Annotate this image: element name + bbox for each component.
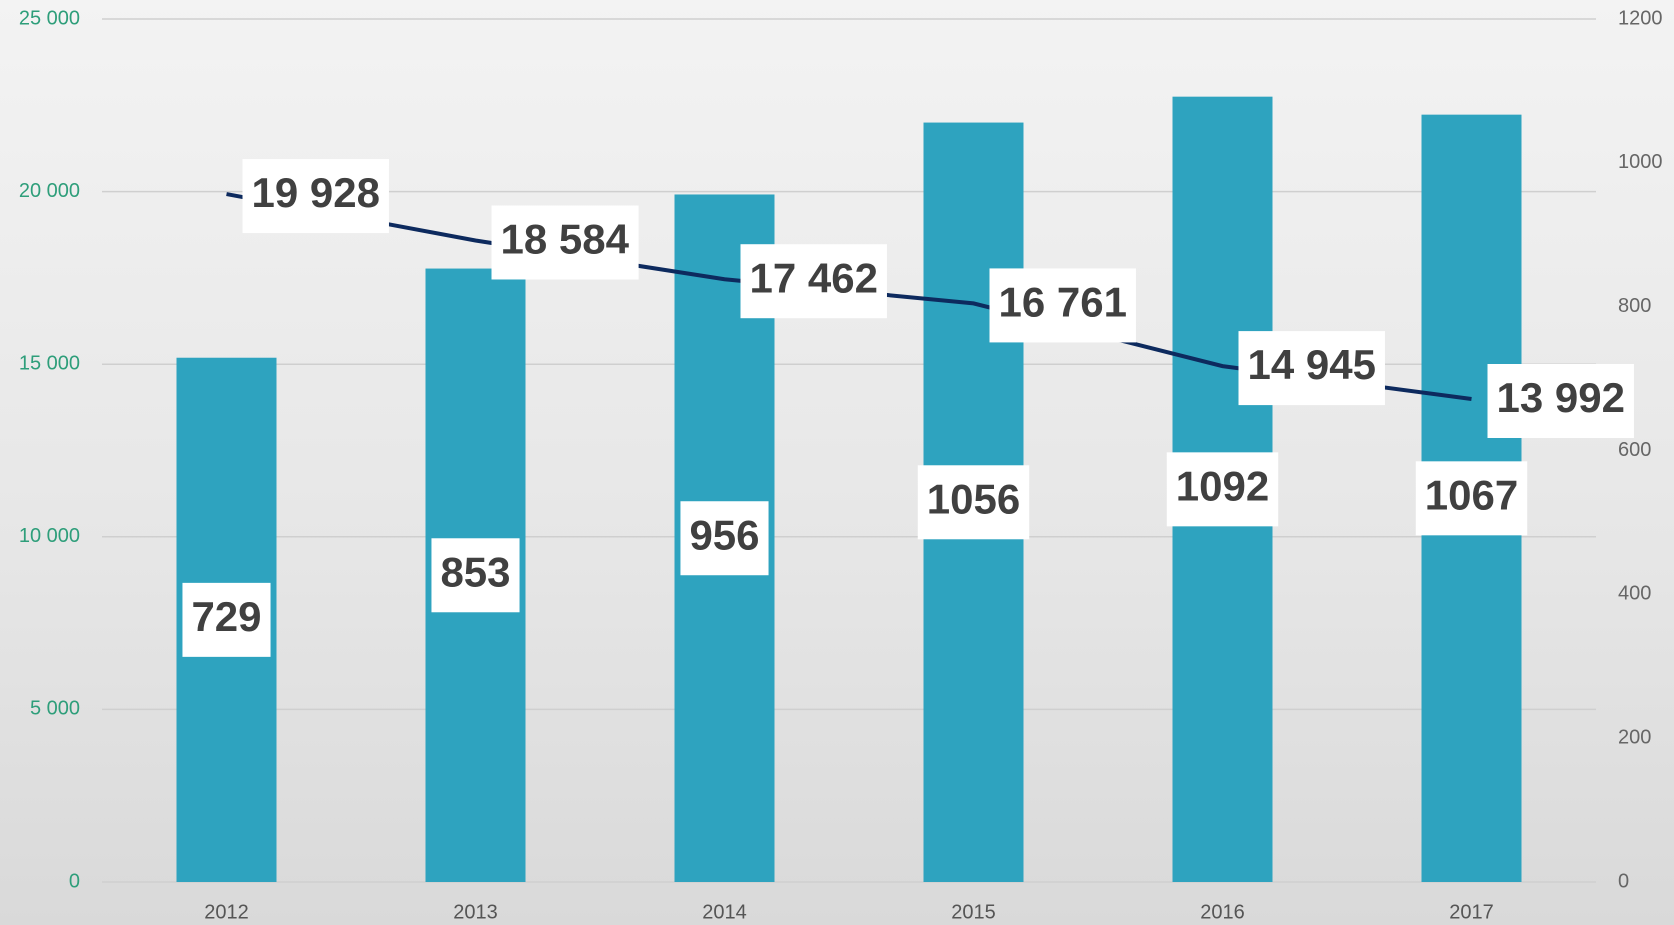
y2-tick-label: 0 [1618, 870, 1629, 892]
bar-value-label: 1067 [1425, 471, 1518, 518]
bar-value-label-group: 1067 [1416, 461, 1527, 535]
y2-tick-label: 1000 [1618, 151, 1663, 173]
y-tick-label: 25 000 [19, 7, 80, 29]
line-value-label: 18 584 [501, 216, 630, 263]
y-tick-label: 0 [69, 870, 80, 892]
x-tick-label: 2013 [453, 901, 498, 923]
line-value-label: 17 462 [750, 254, 878, 301]
y2-tick-label: 600 [1618, 439, 1651, 461]
line-value-label: 13 992 [1497, 374, 1625, 421]
y2-tick-label: 400 [1618, 583, 1651, 605]
y-tick-label: 20 000 [19, 180, 80, 202]
bar-value-label: 956 [689, 511, 759, 558]
x-tick-label: 2015 [951, 901, 996, 923]
line-value-label: 19 928 [252, 169, 380, 216]
bar-value-label-group: 853 [431, 538, 519, 612]
bar-value-label: 1092 [1176, 462, 1269, 509]
line-value-label-group: 13 992 [1488, 364, 1634, 438]
line-value-label: 16 761 [999, 279, 1127, 326]
x-tick-label: 2017 [1449, 901, 1494, 923]
line-value-label-group: 14 945 [1239, 331, 1385, 405]
line-value-label-group: 17 462 [741, 244, 887, 318]
bar-value-label: 1056 [927, 475, 1020, 522]
line-value-label-group: 18 584 [492, 205, 639, 279]
chart: 0 5 000 10 000 15 000 20 000 25 000 0 200 400 600… [0, 0, 1674, 925]
y2-tick-label: 800 [1618, 295, 1651, 317]
y2-tick-label: 200 [1618, 726, 1651, 748]
bar-value-label-group: 1056 [918, 465, 1029, 539]
y-tick-label: 5 000 [30, 698, 80, 720]
y2-tick-label: 1200 [1618, 7, 1663, 29]
y-tick-label: 10 000 [19, 525, 80, 547]
bar-value-label: 853 [440, 548, 510, 595]
bar-value-label-group: 729 [182, 583, 270, 657]
bar-value-label: 729 [191, 593, 261, 640]
bar-value-label-group: 1092 [1167, 452, 1278, 526]
page: 0 5 000 10 000 15 000 20 000 25 000 0 200 400 600… [0, 0, 1674, 925]
y-tick-label: 15 000 [19, 352, 80, 374]
x-tick-label: 2016 [1200, 901, 1245, 923]
line-value-label: 14 945 [1248, 341, 1376, 388]
line-value-label-group: 16 761 [990, 268, 1136, 342]
x-tick-label: 2014 [702, 901, 747, 923]
x-tick-label: 2012 [204, 901, 249, 923]
bar-value-label-group: 956 [680, 501, 768, 575]
line-value-label-group: 19 928 [243, 159, 389, 233]
